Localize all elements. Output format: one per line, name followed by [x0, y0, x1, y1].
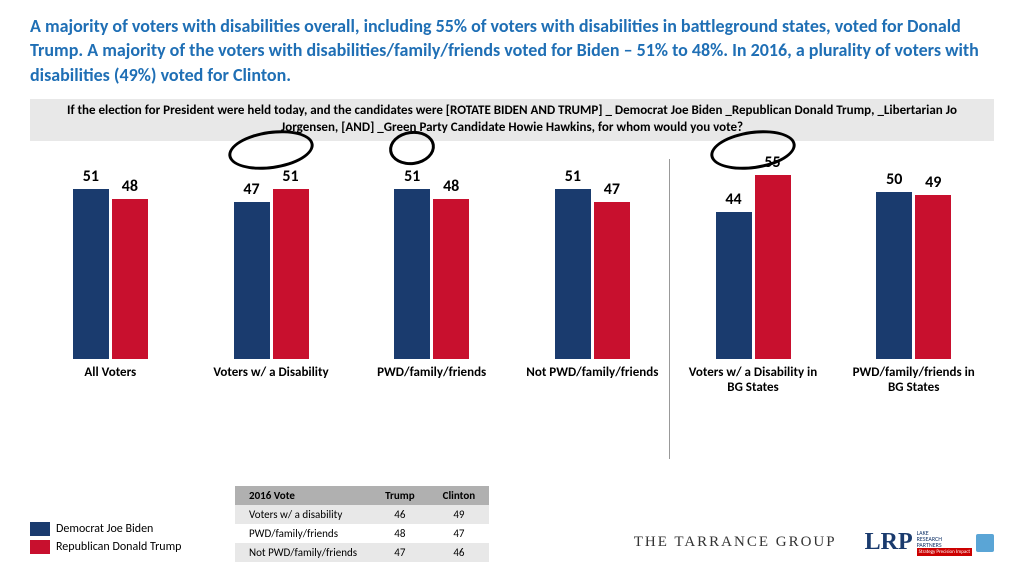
bar: 47: [594, 202, 630, 359]
table-cell: Voters w/ a disability: [235, 505, 371, 524]
legend-item: Democrat Joe Biden: [30, 522, 181, 536]
lrp-text: LRP: [865, 529, 913, 556]
bar: 51: [394, 189, 430, 359]
bar-pair: 5049: [876, 159, 951, 359]
bar-value-label: 55: [755, 153, 791, 172]
bar-value-label: 51: [73, 167, 109, 186]
table-cell: 46: [371, 505, 429, 524]
bar: 44: [716, 212, 752, 359]
category-label: Voters w/ a Disability: [213, 365, 328, 381]
bar-pair: 4751: [234, 159, 309, 359]
legend-label: Republican Donald Trump: [56, 540, 181, 554]
table-row: Not PWD/family/friends4746: [235, 543, 489, 562]
legend-item: Republican Donald Trump: [30, 540, 181, 554]
table-header-cell: 2016 Vote: [235, 486, 371, 505]
bar-pair: 5148: [394, 159, 469, 359]
category-label: Not PWD/family/friends: [526, 365, 658, 381]
bar-value-label: 51: [394, 167, 430, 186]
bar: 50: [876, 192, 912, 359]
tarrance-logo: THE TARRANCE GROUP: [634, 534, 837, 551]
bar-value-label: 48: [112, 177, 148, 196]
category-label: PWD/family/friends: [377, 365, 486, 381]
lrp-subtext: LAKE RESEARCH PARTNERS Strategy Precisio…: [917, 530, 972, 556]
table-cell: 46: [429, 543, 490, 562]
chart-group: 5148 PWD/family/friends: [351, 159, 512, 419]
bar: 48: [433, 199, 469, 359]
puzzle-icon: [976, 534, 994, 552]
vote-bar-chart: 5148All Voters4751Voters w/ a Disability…: [30, 159, 994, 419]
table-row: PWD/family/friends4847: [235, 524, 489, 543]
bar-value-label: 44: [716, 190, 752, 209]
bar-value-label: 50: [876, 170, 912, 189]
table-cell: PWD/family/friends: [235, 524, 371, 543]
bar-value-label: 47: [234, 180, 270, 199]
legend-swatch: [30, 522, 50, 536]
question-prompt: If the election for President were held …: [30, 99, 994, 141]
lrp-logo: LRP LAKE RESEARCH PARTNERS Strategy Prec…: [865, 529, 994, 556]
bar: 51: [73, 189, 109, 359]
bar: 55: [755, 175, 791, 358]
legend-label: Democrat Joe Biden: [56, 522, 153, 536]
bar-value-label: 47: [594, 180, 630, 199]
bar-pair: 4455: [716, 159, 791, 359]
table-header-cell: Clinton: [429, 486, 490, 505]
legend-swatch: [30, 540, 50, 554]
category-label: All Voters: [84, 365, 136, 381]
bar: 51: [273, 189, 309, 359]
chart-group: 4751 Voters w/ a Disability: [191, 159, 352, 419]
chart-group: 5148 All Voters: [30, 159, 191, 419]
bar: 51: [555, 189, 591, 359]
category-label: Voters w/ a Disability in BG States: [683, 365, 823, 396]
bar-value-label: 51: [555, 167, 591, 186]
bar-value-label: 51: [273, 167, 309, 186]
chart-group: 5049 PWD/family/friends in BG States: [833, 159, 994, 419]
chart-group: 4455 Voters w/ a Disability in BG States: [673, 159, 834, 419]
table-cell: 48: [371, 524, 429, 543]
slide-title: A majority of voters with disabilities o…: [0, 0, 1024, 95]
chart-group: 5147 Not PWD/family/friends: [512, 159, 673, 419]
bar-value-label: 48: [433, 177, 469, 196]
chart-legend: Democrat Joe Biden Republican Donald Trum…: [30, 522, 181, 558]
bar: 49: [915, 195, 951, 358]
table-header-cell: Trump: [371, 486, 429, 505]
bar-pair: 5148: [73, 159, 148, 359]
bar-value-label: 49: [915, 173, 951, 192]
vote-2016-table: 2016 VoteTrumpClintonVoters w/ a disabil…: [235, 486, 489, 562]
bar: 47: [234, 202, 270, 359]
table-cell: 49: [429, 505, 490, 524]
table-row: Voters w/ a disability4649: [235, 505, 489, 524]
footer-logos: THE TARRANCE GROUP LRP LAKE RESEARCH PAR…: [634, 529, 994, 556]
table-cell: Not PWD/family/friends: [235, 543, 371, 562]
table-cell: 47: [371, 543, 429, 562]
bar-pair: 5147: [555, 159, 630, 359]
table-cell: 47: [429, 524, 490, 543]
bar: 48: [112, 199, 148, 359]
category-label: PWD/family/friends in BG States: [844, 365, 984, 396]
